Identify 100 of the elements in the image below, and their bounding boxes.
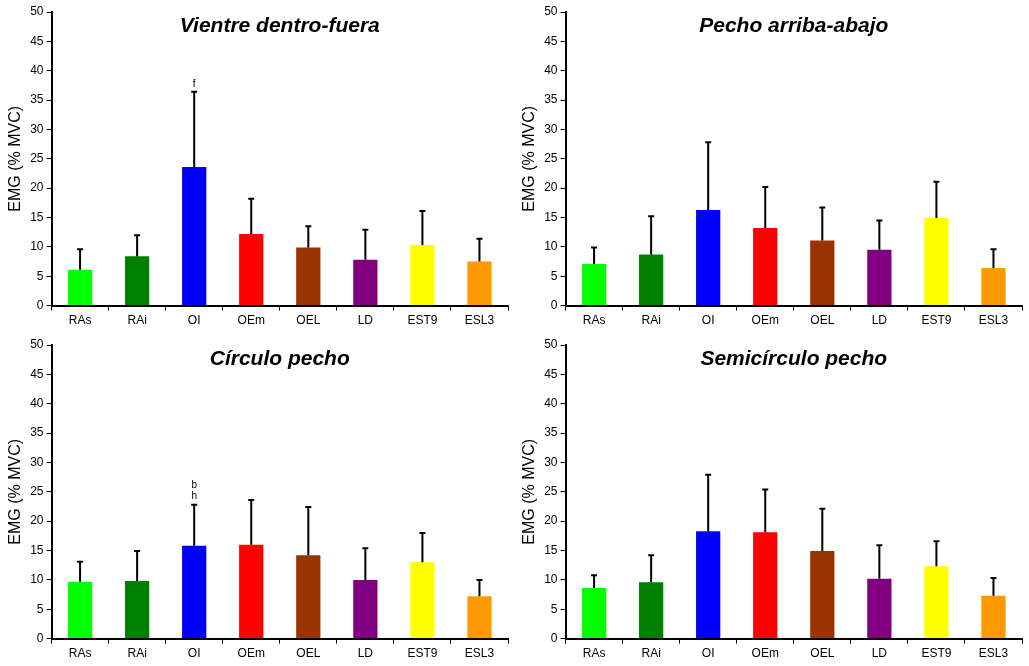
y-tick-label: 10 (544, 572, 558, 587)
bar (867, 249, 892, 306)
bar (125, 581, 150, 639)
bar (296, 555, 321, 639)
bar (924, 218, 949, 306)
y-tick-label: 40 (30, 396, 44, 411)
y-tick-label: 15 (30, 542, 44, 557)
y-tick-label: 50 (30, 4, 44, 19)
bar (182, 545, 207, 639)
y-tick-label: 5 (550, 601, 558, 616)
bar (581, 263, 607, 306)
bar (810, 551, 835, 639)
y-tick-label: 45 (30, 366, 44, 381)
bar (467, 261, 492, 306)
y-tick-label: 10 (544, 239, 558, 254)
bar (467, 596, 492, 639)
x-tick-label: EST9 (407, 646, 438, 661)
bar (353, 259, 378, 306)
y-tick-label: 15 (544, 542, 558, 557)
y-tick-label: 45 (544, 366, 558, 381)
y-tick-label: 10 (30, 572, 44, 587)
y-tick-label: 35 (30, 425, 44, 440)
x-tick-label: ESL3 (978, 313, 1009, 328)
x-tick-label: OEL (296, 313, 321, 328)
y-tick-label: 20 (30, 513, 44, 528)
x-tick-label: EST9 (407, 313, 438, 328)
x-tick-label: LD (871, 646, 888, 661)
y-axis-title: EMG (% MVC) (6, 105, 24, 212)
y-tick-label: 5 (36, 268, 44, 283)
y-tick-label: 30 (544, 121, 558, 136)
bar (239, 544, 264, 639)
bar (810, 240, 835, 306)
bar (410, 562, 435, 639)
y-tick-label: 20 (544, 513, 558, 528)
x-tick-label: ESL3 (978, 646, 1009, 661)
x-tick-label: OEL (810, 646, 835, 661)
x-tick-label: RAs (582, 646, 606, 661)
y-axis-title: EMG (% MVC) (520, 438, 538, 545)
y-tick-label: 40 (544, 63, 558, 78)
x-tick-label: OI (701, 313, 715, 328)
y-tick-label: 0 (550, 630, 558, 645)
bar (639, 582, 664, 639)
x-tick-label: RAs (68, 646, 92, 661)
bar (410, 245, 435, 306)
x-tick-label: OEm (237, 313, 265, 328)
y-tick-label: 25 (30, 484, 44, 499)
x-tick-label: ESL3 (464, 313, 495, 328)
y-tick-label: 20 (30, 180, 44, 195)
chart-title: Semicírculo pecho (700, 346, 888, 370)
y-tick-label: 20 (544, 180, 558, 195)
x-tick-label: RAi (127, 646, 147, 661)
y-tick-label: 15 (30, 209, 44, 224)
annotation: f (192, 77, 196, 89)
bar (296, 247, 321, 306)
bar (67, 269, 93, 306)
y-tick-label: 30 (30, 454, 44, 469)
y-tick-label: 10 (30, 239, 44, 254)
x-tick-label: RAs (582, 313, 606, 328)
bar (981, 268, 1006, 306)
x-tick-label: ESL3 (464, 646, 495, 661)
y-tick-label: 0 (550, 297, 558, 312)
bar (981, 595, 1006, 639)
y-axis-title: EMG (% MVC) (6, 438, 24, 545)
y-tick-label: 35 (544, 92, 558, 107)
y-tick-label: 0 (36, 297, 44, 312)
bar (867, 578, 892, 639)
y-tick-label: 40 (544, 396, 558, 411)
x-tick-label: LD (357, 313, 374, 328)
y-axis-title: EMG (% MVC) (520, 105, 538, 212)
bar (239, 233, 264, 306)
x-tick-label: RAi (641, 646, 661, 661)
y-tick-label: 50 (544, 4, 558, 19)
bar (67, 581, 93, 639)
annotation: h (191, 490, 197, 502)
x-tick-label: LD (357, 646, 374, 661)
chart-title: Círculo pecho (209, 346, 350, 370)
x-tick-label: RAi (127, 313, 147, 328)
bar (753, 228, 778, 306)
x-tick-label: EST9 (921, 313, 952, 328)
annotation: b (191, 479, 198, 491)
x-tick-label: EST9 (921, 646, 952, 661)
x-tick-label: OI (701, 646, 715, 661)
y-tick-label: 30 (30, 121, 44, 136)
bar (353, 579, 378, 639)
bar (924, 566, 949, 639)
x-tick-label: LD (871, 313, 888, 328)
bar (581, 588, 607, 639)
x-tick-label: OEm (237, 646, 265, 661)
bar (753, 532, 778, 639)
bar (639, 254, 664, 306)
x-tick-label: OEm (751, 646, 779, 661)
y-tick-label: 50 (30, 337, 44, 352)
x-tick-label: OI (187, 646, 201, 661)
y-tick-label: 45 (30, 33, 44, 48)
x-tick-label: OI (187, 313, 201, 328)
bar (125, 256, 150, 306)
y-tick-label: 45 (544, 33, 558, 48)
chart-title: Vientre dentro-fuera (179, 13, 381, 37)
y-tick-label: 35 (544, 425, 558, 440)
x-tick-label: RAi (641, 313, 661, 328)
